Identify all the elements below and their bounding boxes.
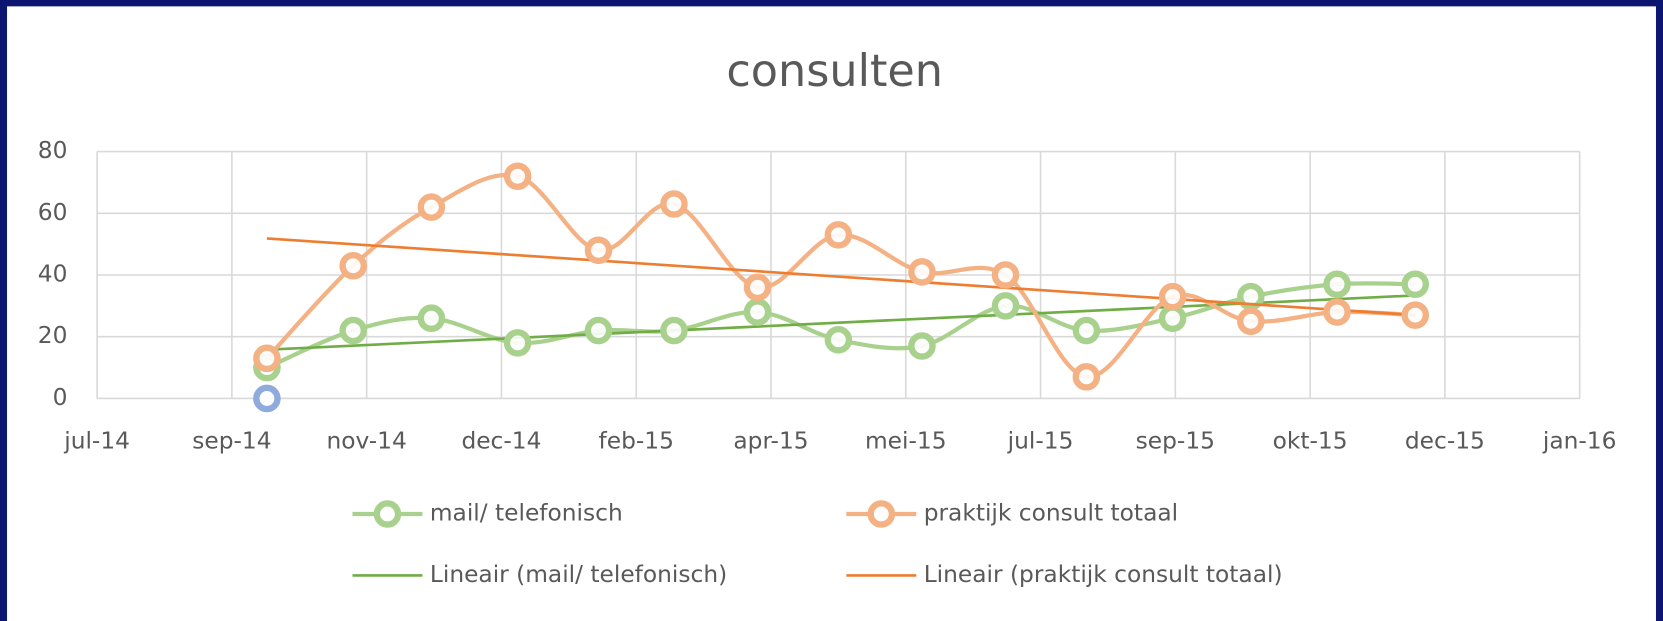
- x-tick-label: feb-15: [599, 427, 674, 454]
- marker: [660, 316, 688, 345]
- trendline: [266, 294, 1416, 352]
- y-tick-label: 20: [38, 322, 68, 349]
- marker: [417, 193, 446, 221]
- marker: [1072, 316, 1101, 345]
- marker: [908, 332, 936, 360]
- marker: [660, 190, 688, 218]
- chart-title: consulten: [726, 46, 943, 97]
- marker: [1323, 298, 1351, 326]
- y-tick-label: 0: [53, 384, 68, 411]
- marker: [503, 162, 532, 191]
- marker: [991, 292, 1020, 320]
- marker: [1237, 307, 1265, 336]
- x-tick-label: jul-15: [1007, 427, 1074, 454]
- y-tick-label: 60: [38, 199, 68, 226]
- y-tick-label: 80: [38, 137, 68, 164]
- marker: [584, 316, 613, 345]
- marker: [1323, 270, 1351, 299]
- legend-label: Lineair (mail/ telefonisch): [430, 561, 727, 588]
- marker: [339, 316, 367, 345]
- marker: [1237, 282, 1265, 311]
- marker: [1158, 282, 1187, 311]
- x-tick-label: okt-15: [1273, 427, 1348, 454]
- marker: [584, 236, 613, 265]
- marker: [824, 326, 853, 354]
- legend-label: Lineair (praktijk consult totaal): [924, 561, 1283, 588]
- marker: [743, 273, 772, 302]
- marker: [503, 329, 532, 357]
- marker: [1401, 301, 1430, 329]
- marker: [339, 251, 367, 280]
- marker: [417, 304, 446, 332]
- legend-label: praktijk consult totaal: [924, 499, 1178, 526]
- x-tick-label: dec-14: [461, 427, 541, 454]
- x-tick-label: dec-15: [1405, 427, 1485, 454]
- marker: [908, 258, 936, 286]
- marker: [824, 221, 853, 249]
- x-tick-label: apr-15: [733, 427, 808, 454]
- marker: [1401, 270, 1430, 299]
- marker: [1158, 304, 1187, 332]
- marker: [253, 384, 281, 413]
- trendline: [266, 237, 1416, 317]
- x-tick-label: jan-16: [1542, 427, 1617, 454]
- marker: [1072, 363, 1101, 391]
- x-tick-label: mei-15: [865, 427, 947, 454]
- x-tick-label: sep-15: [1136, 427, 1215, 454]
- y-tick-label: 40: [38, 260, 68, 287]
- marker: [253, 344, 281, 373]
- x-tick-label: nov-14: [327, 427, 407, 454]
- x-tick-label: sep-14: [192, 427, 271, 454]
- marker: [743, 298, 772, 326]
- legend-label: mail/ telefonisch: [430, 499, 623, 526]
- marker: [991, 261, 1020, 289]
- legend-marker: [867, 500, 896, 528]
- legend-marker: [373, 500, 402, 528]
- x-tick-label: jul-14: [63, 427, 130, 454]
